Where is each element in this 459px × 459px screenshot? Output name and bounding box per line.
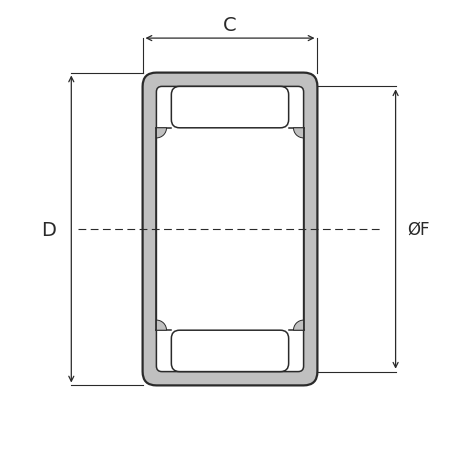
- FancyBboxPatch shape: [142, 73, 317, 386]
- Wedge shape: [293, 129, 303, 139]
- Wedge shape: [156, 129, 166, 139]
- FancyBboxPatch shape: [171, 87, 288, 129]
- Wedge shape: [156, 320, 166, 330]
- Wedge shape: [293, 320, 303, 330]
- Text: ØF: ØF: [407, 220, 429, 239]
- Text: D: D: [41, 220, 56, 239]
- Text: C: C: [223, 16, 236, 35]
- FancyBboxPatch shape: [156, 87, 303, 372]
- FancyBboxPatch shape: [171, 330, 288, 372]
